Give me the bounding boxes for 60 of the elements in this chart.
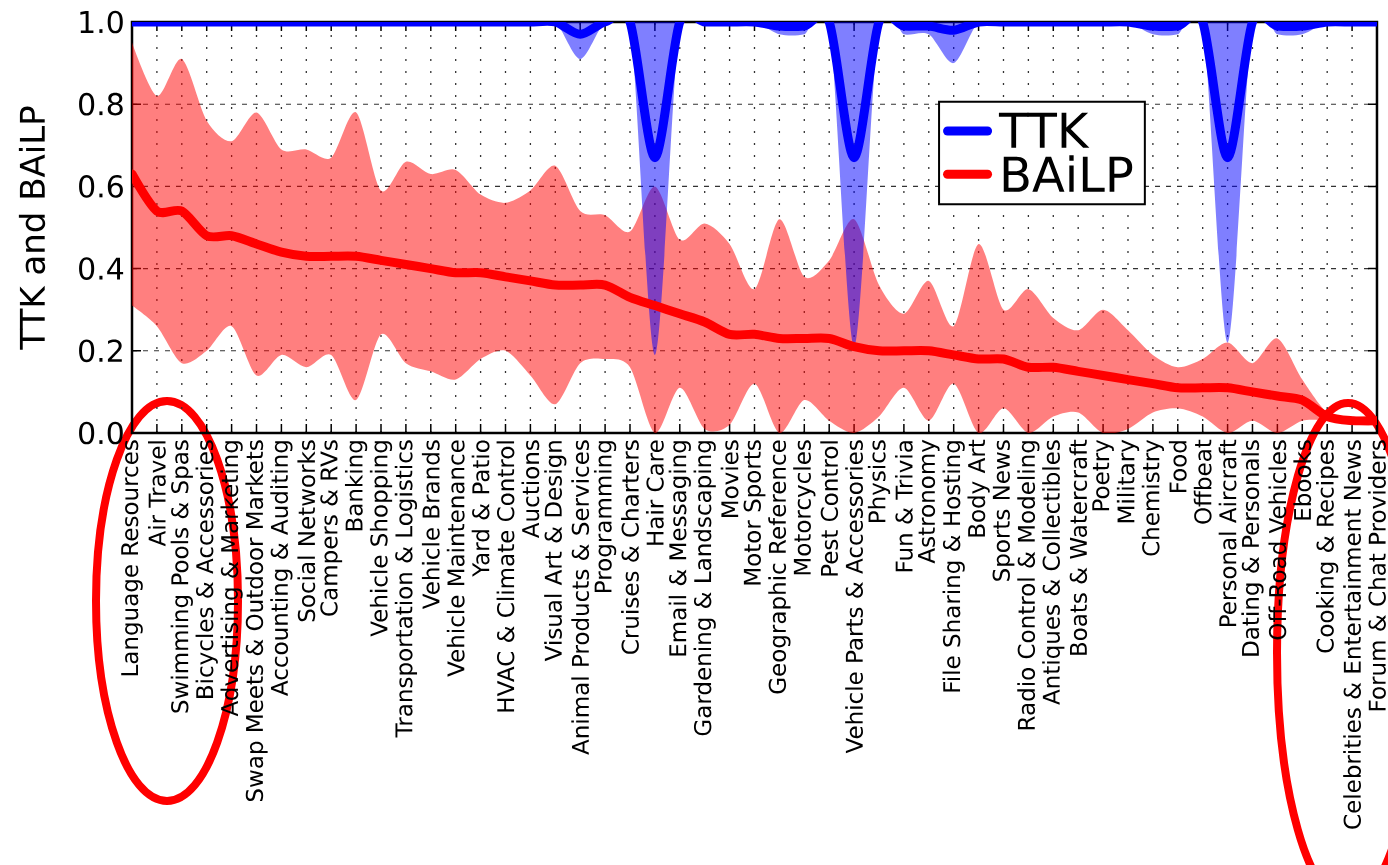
x-tick-label: Hair Care (645, 440, 664, 545)
x-tick-label: Poetry (1092, 439, 1114, 511)
x-tick-label: Movies (720, 440, 739, 517)
x-tick-label: Offbeat (1193, 439, 1212, 524)
x-tick-label: Physics (867, 440, 891, 522)
x-tick-label: File Sharing & Hosting (942, 441, 965, 692)
y-tick-label: 0.0 (79, 421, 123, 445)
x-tick-label: Body Art (967, 439, 990, 537)
y-tick-label: 1.0 (80, 10, 123, 34)
x-tick-label: Email & Messaging (668, 441, 691, 656)
x-tick-label: Vehicle Maintenance (446, 440, 465, 677)
x-tick-label: Forum & Chat Providers (1368, 440, 1386, 711)
x-tick-label: Dating & Personals (1241, 440, 1264, 656)
x-tick-label: Language Resources (121, 440, 143, 676)
x-tick-label: Personal Aircraft (1218, 439, 1237, 627)
x-tick-label: Bicycles & Accessories (195, 440, 218, 698)
x-tick-label: Food (1168, 441, 1187, 493)
legend-label: BAiLP (1003, 155, 1133, 192)
x-tick-label: Cooking & Recipes (1316, 440, 1339, 653)
x-tick-label: Animal Products & Services (571, 440, 590, 755)
y-tick-label: 0.2 (79, 339, 122, 363)
x-tick-label: Vehicle Shopping (369, 441, 393, 637)
x-tick-label: Geographic Reference (768, 440, 791, 694)
x-tick-label: Pest Control (820, 441, 839, 576)
x-tick-label: Auctions (521, 440, 540, 539)
x-tick-label: Sports News (992, 440, 1015, 581)
y-tick-label: 0.6 (79, 175, 123, 198)
x-tick-label: Astronomy (918, 439, 940, 564)
x-tick-label: Advertising & Marketing (220, 441, 243, 717)
y-axis-title: TTK and BAiLP (18, 106, 46, 350)
x-tick-label: Swimming Pools & Spas (170, 440, 193, 713)
x-tick-label: Celebrities & Entertainment News (1343, 440, 1361, 829)
x-tick-label: Swap Meets & Outdoor Markets (245, 440, 268, 802)
x-tick-label: Fun & Trivia (894, 441, 913, 572)
x-tick-label: Campers & RVs (320, 440, 343, 616)
x-tick-label: Chemistry (1141, 439, 1165, 556)
x-tick-label: Banking (344, 441, 368, 531)
x-tick-label: Programming (593, 441, 617, 592)
x-tick-label: HVAC & Climate Control (496, 441, 515, 712)
x-tick-label: Radio Control & Modeling (1017, 441, 1040, 730)
legend-label: TTK (998, 112, 1090, 148)
x-tick-label: Ebooks (1293, 440, 1312, 520)
x-tick-label: Vehicle Brands (421, 440, 440, 610)
y-tick-label: 0.4 (79, 257, 124, 280)
x-tick-label: Vehicle Parts & Accessories (845, 440, 863, 754)
x-tick-label: Off-Road Vehicles (1268, 440, 1287, 640)
x-tick-label: Motorcycles (793, 440, 816, 575)
x-tick-label: Antiques & Collectibles (1042, 440, 1065, 705)
x-tick-label: Military (1116, 439, 1140, 523)
x-tick-label: Gardening & Landscaping (693, 441, 716, 736)
x-tick-label: Accounting & Auditing (270, 441, 293, 696)
x-tick-label: Yard & Patio (471, 440, 490, 577)
x-tick-label: Visual Art & Design (544, 441, 567, 662)
x-tick-label: Boats & Watercraft (1069, 439, 1088, 655)
x-tick-label: Transportation & Logistics (394, 440, 418, 738)
x-tick-label: Air Travel (147, 441, 166, 547)
y-tick-label: 0.8 (79, 92, 123, 116)
x-tick-label: Cruises & Charters (621, 440, 639, 654)
x-tick-label: Motor Sports (743, 440, 766, 585)
x-tick-label: Social Networks (297, 440, 316, 622)
